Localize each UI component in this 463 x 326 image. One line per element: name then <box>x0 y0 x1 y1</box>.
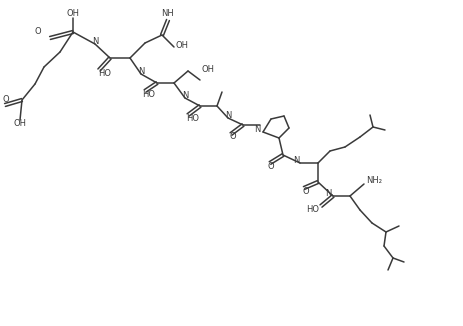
Text: OH: OH <box>66 9 79 19</box>
Text: N: N <box>181 92 188 100</box>
Text: HO: HO <box>305 205 319 215</box>
Text: HO: HO <box>142 91 155 99</box>
Text: HO: HO <box>186 114 199 124</box>
Text: O: O <box>35 27 41 37</box>
Text: N: N <box>293 156 300 166</box>
Text: N: N <box>325 189 332 199</box>
Text: N: N <box>254 126 260 135</box>
Text: O: O <box>230 132 236 141</box>
Text: OH: OH <box>175 41 188 51</box>
Text: OH: OH <box>13 120 26 128</box>
Text: N: N <box>138 67 144 77</box>
Text: NH: NH <box>161 9 174 19</box>
Text: N: N <box>92 37 98 47</box>
Text: NH₂: NH₂ <box>365 176 381 185</box>
Text: OH: OH <box>201 66 214 75</box>
Text: O: O <box>302 187 309 197</box>
Text: O: O <box>3 96 10 105</box>
Text: O: O <box>268 162 274 171</box>
Text: N: N <box>225 111 231 121</box>
Text: HO: HO <box>98 69 111 79</box>
